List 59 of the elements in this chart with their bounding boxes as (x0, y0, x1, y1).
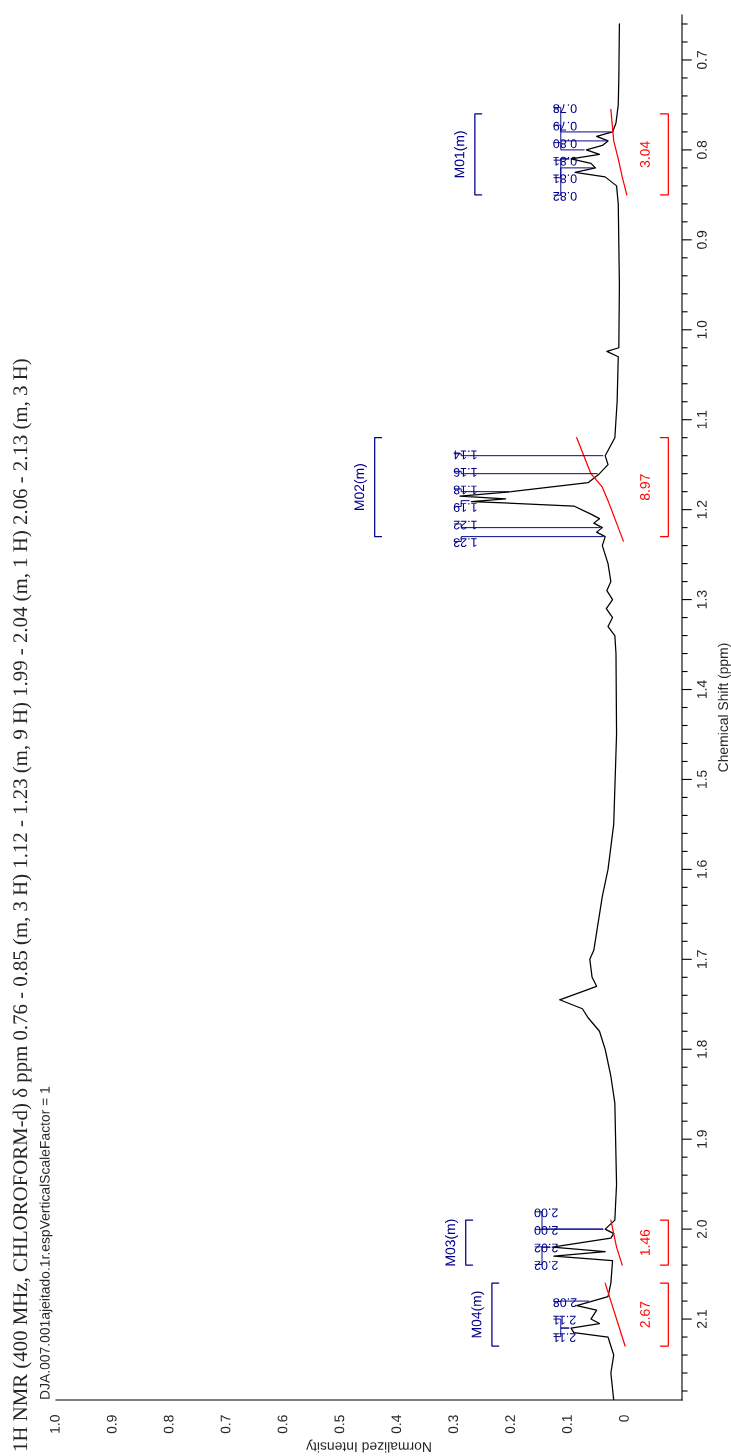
y-tick-label: 1.1 (697, 410, 707, 429)
text: 1.46 (640, 1229, 650, 1256)
y-tick-label: 1.9 (696, 1130, 707, 1148)
y-tick-label: 0.9 (696, 230, 707, 249)
x-tick-label: 0.6 (277, 1415, 288, 1434)
y-tick-label: 0.8 (696, 140, 707, 160)
annotation: 2.02 (534, 1243, 558, 1253)
y-tick-label: 2.0 (696, 1220, 707, 1239)
y-tick-label: 1.6 (696, 860, 707, 878)
text: 1H NMR (400 MHz, CHLOROFORM-d) δ ppm 0.76 - 0.85 (m, 3 H) 1.12 - 1.23 (m, 9 H) 1.99 - 2.04 (m, 1 H) 2.06 - 2.13 (m, 3 H) (12, 359, 32, 1451)
annotation: 1.23 (453, 538, 477, 547)
annotation: 2.11 (553, 1315, 576, 1325)
annotation: 1.19 (453, 503, 477, 512)
text: 2.67 (640, 1301, 650, 1328)
x-tick-label: 0.8 (163, 1415, 174, 1434)
line-series (610, 108, 628, 196)
annotation: 1.22 (453, 520, 477, 530)
y-tick-label: 1.4 (697, 680, 707, 699)
x-tick-label: 0 (618, 1415, 629, 1422)
y-tick-label: 1.0 (696, 320, 707, 339)
x-tick-label: 0.9 (106, 1415, 117, 1434)
text: DJA.007.001ajeitado.1r.espVerticalScaleFactor = 1 (39, 1086, 53, 1399)
y-tick-label: 1.5 (697, 770, 707, 789)
x-tick-label: 0.5 (334, 1415, 345, 1434)
text: 8.97 (640, 474, 650, 501)
annotation: 0.78 (553, 104, 577, 114)
x-tick-label: 0.1 (562, 1415, 572, 1434)
y-tick-label: 1.7 (697, 950, 707, 968)
y-tick-label: 1.3 (696, 590, 707, 609)
text: 3.04 (640, 141, 650, 168)
annotation: 1.14 (453, 450, 477, 460)
x-tick-label: 0.3 (448, 1415, 459, 1434)
annotation: 2.02 (534, 1261, 558, 1270)
text: M03(m) (445, 1219, 458, 1266)
annotation: 0.82 (553, 191, 577, 201)
annotation: 2.08 (553, 1298, 577, 1308)
text: M04(m) (471, 1291, 485, 1338)
x-tick-label: 0.2 (505, 1415, 515, 1434)
x-tick-label: 0.4 (391, 1414, 402, 1434)
x-tick-label: 1.0 (49, 1415, 60, 1433)
x-axis-title: Normalized Intensity (306, 1439, 431, 1453)
y-tick-label: 1.2 (696, 500, 707, 519)
line-series (576, 437, 625, 542)
y-tick-label: 1.8 (696, 1040, 707, 1058)
y-axis-title: Chemical Shift (ppm) (717, 643, 731, 772)
annotation: 2.00 (534, 1225, 558, 1235)
y-tick-label: 2.1 (696, 1310, 707, 1329)
annotation: 0.81 (553, 156, 577, 166)
annotation: 0.79 (553, 121, 577, 131)
annotation: 0.80 (553, 139, 577, 149)
annotation: 2.11 (553, 1333, 576, 1343)
x-tick-label: 0.7 (220, 1415, 231, 1434)
annotation: 1.16 (453, 467, 477, 477)
annotation: 2.00 (534, 1208, 558, 1218)
annotation: 1.18 (453, 485, 477, 495)
y-tick-label: 0.7 (696, 51, 707, 70)
text: M01(m) (454, 131, 468, 178)
text: M02(m) (353, 464, 367, 510)
annotation: 0.81 (553, 174, 577, 184)
